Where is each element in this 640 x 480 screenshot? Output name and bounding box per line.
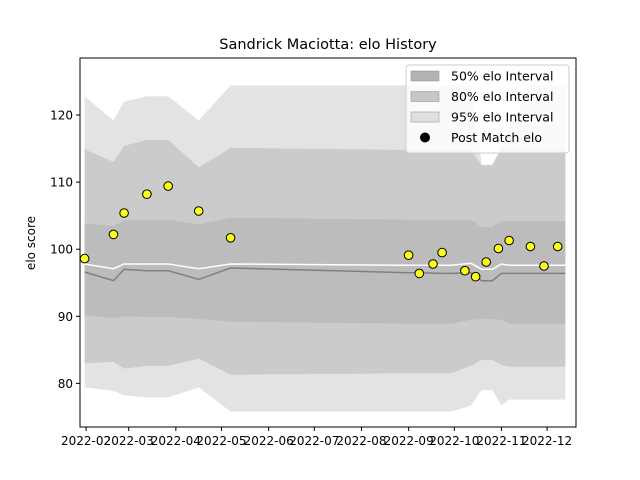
legend-label-4: Post Match elo	[451, 130, 542, 145]
post-match-elo-point-4	[142, 189, 152, 199]
y-tick-label-4: 110	[50, 176, 73, 190]
y-tick-label-1: 80	[58, 377, 73, 391]
post-match-elo-point-16	[504, 235, 514, 246]
x-tick-label-3: 2022-04	[151, 434, 201, 448]
post-match-elo-point-3	[119, 208, 129, 218]
post-match-elo-point-2	[108, 229, 119, 240]
x-axis: 2022-022022-032022-042022-052022-062022-…	[61, 427, 572, 448]
legend-marker-icon	[420, 132, 430, 143]
x-tick-label-4: 2022-05	[196, 434, 246, 448]
post-match-elo-point-9	[414, 268, 425, 279]
post-match-elo-point-5	[163, 181, 173, 191]
post-match-elo-point-11	[437, 247, 447, 258]
legend-swatch-band95	[410, 111, 440, 123]
x-tick-label-1: 2022-02	[61, 434, 111, 448]
x-tick-label-2: 2022-03	[104, 434, 154, 448]
legend: 50% elo Interval 80% elo Interval 95% elo …	[405, 64, 570, 154]
legend-label-1: 50% elo Interval	[451, 69, 553, 84]
legend-label-3: 95% elo Interval	[451, 110, 553, 125]
post-match-elo-point-18	[539, 261, 549, 271]
post-match-elo-point-15	[493, 243, 504, 254]
legend-swatch-band80	[410, 91, 440, 102]
legend-swatch-band50	[410, 70, 440, 82]
y-tick-label-2: 90	[58, 310, 73, 324]
x-tick-label-9: 2022-10	[429, 434, 479, 448]
mean-elo-line	[84, 262, 566, 271]
x-tick-label-5: 2022-06	[244, 434, 294, 448]
x-tick-label-7: 2022-08	[336, 434, 386, 448]
x-tick-label-6: 2022-07	[289, 434, 339, 448]
median-elo-line	[84, 267, 566, 282]
x-tick-label-8: 2022-09	[384, 434, 434, 448]
post-match-elo-point-8	[403, 250, 414, 260]
y-tick-label-3: 100	[50, 243, 73, 257]
y-axis-label: elo score	[24, 216, 38, 270]
y-tick-label-5: 120	[50, 109, 73, 123]
post-match-elo-point-7	[225, 233, 236, 243]
post-match-elo-point-6	[193, 206, 204, 216]
post-match-elo-point-13	[470, 271, 481, 282]
y-axis: 80 90 100 110 120	[50, 109, 80, 391]
plot-area	[79, 57, 577, 428]
post-match-elo-point-17	[525, 241, 536, 252]
x-tick-label-10: 2022-11	[476, 434, 526, 448]
legend-label-2: 80% elo Interval	[451, 89, 553, 104]
chart-title: Sandrick Maciotta: elo History	[219, 37, 437, 53]
post-match-elo-point-1	[79, 253, 90, 264]
plot-frame	[79, 57, 577, 428]
x-tick-label-11: 2022-12	[522, 434, 572, 448]
legend-box	[405, 64, 570, 154]
post-match-elo-point-19	[552, 241, 563, 252]
post-match-elo-point-14	[481, 257, 492, 267]
post-match-elo-point-12	[460, 265, 470, 276]
post-match-elo-point-10	[428, 259, 438, 269]
